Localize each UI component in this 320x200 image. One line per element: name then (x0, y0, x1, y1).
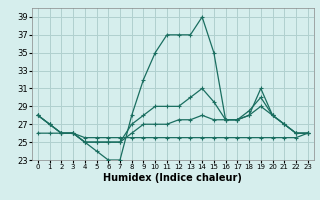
X-axis label: Humidex (Indice chaleur): Humidex (Indice chaleur) (103, 173, 242, 183)
